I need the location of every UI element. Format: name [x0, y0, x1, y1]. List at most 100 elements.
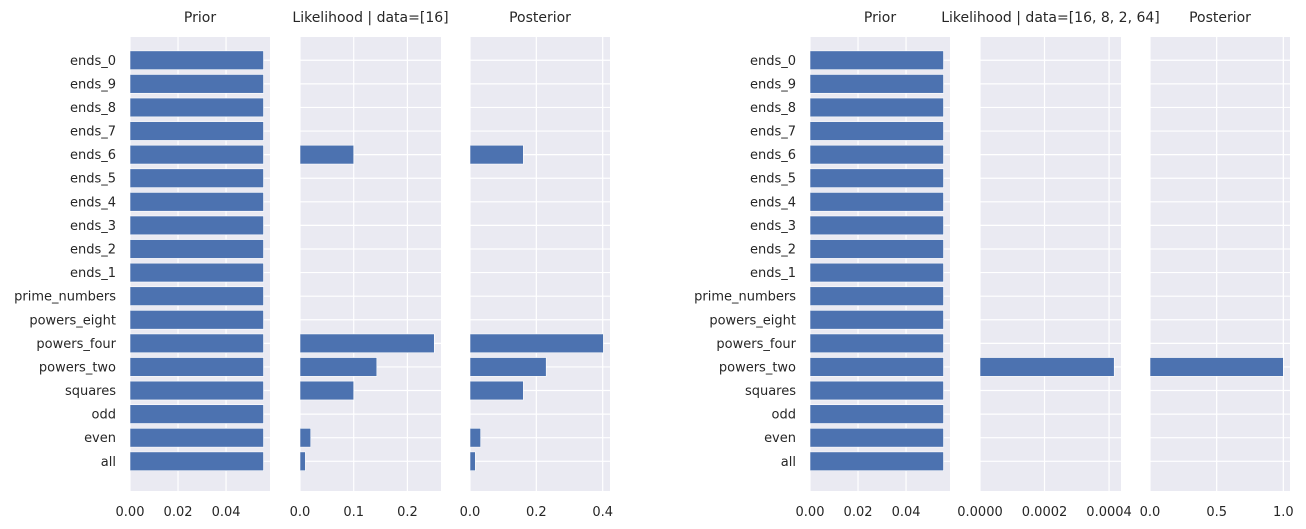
- chart-panel-2: Likelihood | data=[16] 0.0 0.1 0.2: [290, 10, 449, 520]
- category-label: powers_four: [716, 337, 796, 352]
- category-label: powers_two: [719, 360, 796, 375]
- plot-area: [980, 37, 1121, 491]
- panel-title: Likelihood | data=[16, 8, 2, 64]: [941, 10, 1160, 26]
- bar-ends_7: [809, 121, 944, 141]
- x-tick-label: 0.0002: [1022, 505, 1068, 520]
- bar-prime_numbers: [129, 286, 264, 306]
- bar-squares: [299, 380, 355, 401]
- chart-panel-6: Posterior 0.0 0.5 1.0: [1140, 10, 1294, 520]
- category-label: even: [84, 431, 116, 446]
- category-label: squares: [745, 384, 796, 399]
- bar-powers_two: [469, 357, 547, 377]
- category-label: ends_1: [750, 266, 796, 281]
- category-label: ends_7: [750, 125, 796, 140]
- category-label: powers_two: [39, 360, 116, 375]
- x-tick-label: 0.04: [212, 505, 241, 520]
- bar-ends_4: [809, 192, 944, 212]
- bar-ends_6: [129, 144, 264, 165]
- bar-ends_9: [129, 74, 264, 94]
- plot-area: [470, 37, 610, 491]
- chart-panel-4: Prior all even odd squares powers_two powers_f…: [694, 10, 950, 520]
- category-label: ends_6: [70, 148, 116, 163]
- x-tick-label: 0.0: [460, 505, 481, 520]
- category-label: prime_numbers: [694, 290, 796, 305]
- bar-even: [469, 428, 481, 448]
- x-tick-label: 0.0000: [957, 505, 1003, 520]
- bar-even: [809, 428, 944, 448]
- chart-panel-3: Posterior 0.0 0.2 0.4: [460, 10, 613, 520]
- category-label: ends_4: [70, 195, 116, 210]
- category-label: ends_2: [750, 242, 796, 257]
- bar-ends_0: [809, 50, 944, 70]
- category-label: powers_eight: [709, 313, 796, 328]
- category-label: ends_0: [70, 54, 116, 69]
- category-label: ends_9: [70, 77, 116, 92]
- panel-title: Likelihood | data=[16]: [292, 10, 448, 26]
- x-tick-label: 0.2: [526, 505, 547, 520]
- bar-all: [469, 451, 476, 471]
- bar-ends_9: [809, 74, 944, 94]
- category-label: ends_1: [70, 266, 116, 281]
- bar-ends_5: [809, 168, 944, 188]
- x-tick-label: 0.00: [796, 505, 825, 520]
- bar-ends_6: [469, 144, 524, 165]
- bar-powers_two: [979, 357, 1115, 377]
- bar-squares: [129, 380, 264, 401]
- x-tick-label: 0.2: [397, 505, 418, 520]
- category-label: ends_3: [70, 219, 116, 234]
- plot-area: [300, 37, 441, 491]
- x-tick-label: 1.0: [1273, 505, 1294, 520]
- bar-powers_two: [1149, 357, 1284, 377]
- bar-powers_four: [299, 333, 435, 354]
- bar-squares: [809, 380, 944, 401]
- bar-ends_8: [129, 97, 264, 118]
- bar-ends_4: [129, 192, 264, 212]
- bar-ends_6: [809, 144, 944, 165]
- bar-powers_two: [299, 357, 378, 377]
- category-label: odd: [92, 408, 116, 423]
- category-label: ends_8: [70, 101, 116, 116]
- bar-all: [809, 451, 944, 471]
- bar-all: [129, 451, 264, 471]
- bar-powers_eight: [129, 310, 264, 330]
- x-tick-label: 0.1: [343, 505, 364, 520]
- category-label: squares: [65, 384, 116, 399]
- category-label: even: [764, 431, 796, 446]
- bar-even: [299, 428, 312, 448]
- category-label: ends_5: [70, 172, 116, 187]
- x-tick-label: 0.02: [164, 505, 193, 520]
- bar-ends_0: [129, 50, 264, 70]
- panel-title: Posterior: [509, 10, 571, 26]
- x-tick-label: 0.00: [116, 505, 145, 520]
- bar-powers_four: [129, 333, 264, 354]
- category-label: ends_7: [70, 125, 116, 140]
- bar-ends_6: [299, 144, 355, 165]
- category-label: ends_6: [750, 148, 796, 163]
- bar-squares: [469, 380, 524, 401]
- panel-title: Prior: [864, 10, 896, 26]
- plot-area: [1150, 37, 1290, 491]
- bar-ends_3: [809, 215, 944, 236]
- bar-ends_1: [129, 262, 264, 283]
- category-label: ends_5: [750, 172, 796, 187]
- bar-powers_four: [809, 333, 944, 354]
- category-label: all: [101, 455, 116, 470]
- category-label: ends_9: [750, 77, 796, 92]
- chart-panel-5: Likelihood | data=[16, 8, 2, 64] 0.0000 0.…: [941, 10, 1160, 520]
- x-tick-label: 0.5: [1206, 505, 1227, 520]
- x-tick-label: 0.0: [1140, 505, 1161, 520]
- bar-odd: [809, 404, 944, 424]
- category-label: all: [781, 455, 796, 470]
- bar-ends_2: [809, 239, 944, 259]
- category-label: ends_3: [750, 219, 796, 234]
- bar-even: [129, 428, 264, 448]
- bar-ends_5: [129, 168, 264, 188]
- bar-ends_8: [809, 97, 944, 118]
- bar-powers_two: [809, 357, 944, 377]
- bar-ends_3: [129, 215, 264, 236]
- bar-powers_two: [129, 357, 264, 377]
- bar-prime_numbers: [809, 286, 944, 306]
- panel-title: Posterior: [1189, 10, 1251, 26]
- bar-ends_1: [809, 262, 944, 283]
